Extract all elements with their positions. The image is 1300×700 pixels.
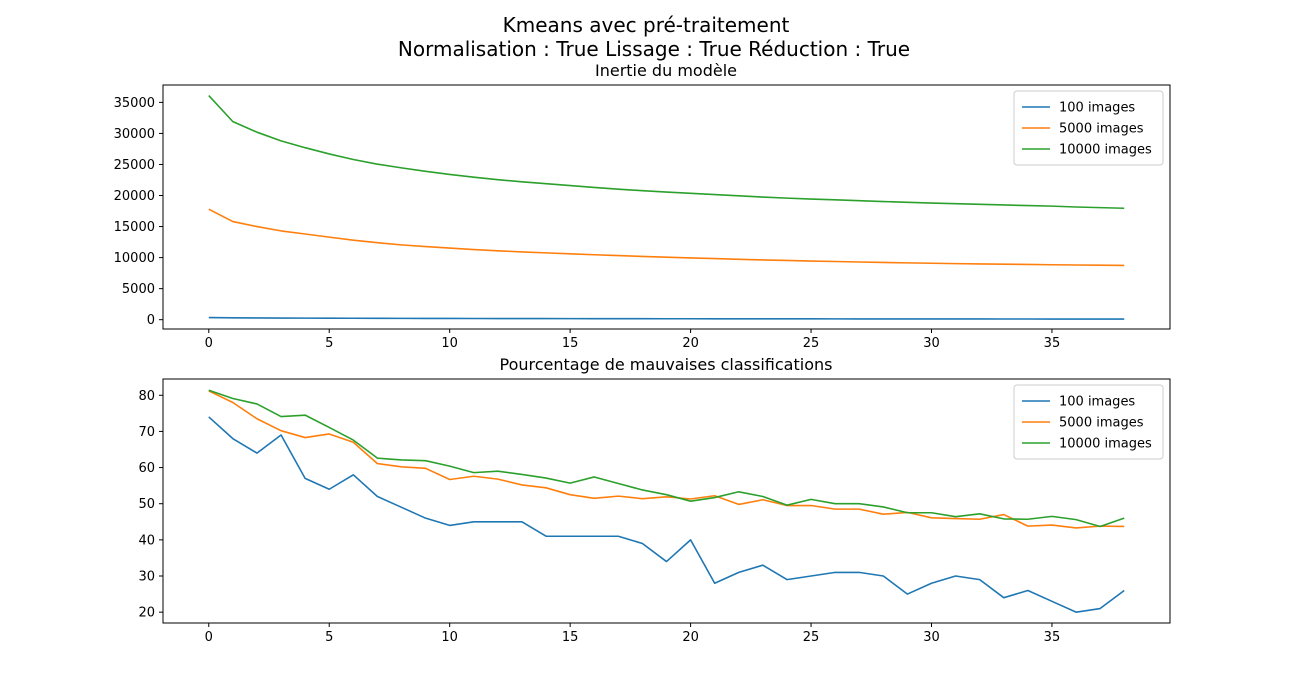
inertia-ytick-label: 25000 (114, 158, 155, 173)
figure-suptitle-line2: Normalisation : True Lissage : True Rédu… (398, 37, 910, 61)
misclassification-plot-area: 0 5 10 15 20 25 30 35 20 30 40 50 60 70 80 100 images 50… (138, 378, 1171, 645)
misclassification-legend-label: 10000 images (1059, 437, 1152, 452)
misclassification-series-line-10000-images (208, 389, 1125, 528)
misclassification-legend-label: 5000 images (1059, 416, 1144, 431)
inertia-ytick-label: 0 (147, 313, 155, 328)
inertia-plot-area: 0 5 10 15 20 25 30 35 0 5000 10000 15000 20000 25000 3… (114, 84, 1171, 351)
inertia-ytick-label: 30000 (114, 127, 155, 142)
misclassification-legend-box (1013, 384, 1164, 460)
misclassification-axes-frame (162, 378, 1171, 624)
inertia-series-line-100-images (208, 316, 1125, 320)
inertia-xtick-label: 20 (682, 336, 699, 351)
inertia-series-line-10000-images (208, 95, 1125, 210)
inertia-legend-label: 5000 images (1059, 122, 1144, 137)
misclassification-xtick-label: 10 (441, 630, 458, 645)
misclassification-ytick-label: 70 (138, 425, 155, 440)
misclassification-chart: Pourcentage de mauvaises classifications… (138, 355, 1171, 645)
misclassification-xtick-label: 0 (205, 630, 213, 645)
misclassification-legend: 100 images 5000 images 10000 images (1013, 384, 1164, 460)
inertia-series-line-5000-images (208, 208, 1125, 267)
misclassification-legend-label: 100 images (1059, 395, 1135, 410)
misclassification-xtick-label: 35 (1044, 630, 1061, 645)
inertia-ytick-label: 5000 (122, 282, 155, 297)
misclassification-xtick-label: 30 (923, 630, 940, 645)
misclassification-ytick-label: 50 (138, 497, 155, 512)
figure-suptitle-line1: Kmeans avec pré-traitement (503, 13, 790, 37)
inertia-chart: Inertie du modèle 0 5 10 15 20 25 30 35 0 5000 100… (114, 61, 1171, 351)
inertia-xtick-label: 35 (1044, 336, 1061, 351)
misclassification-series-line-5000-images (208, 390, 1125, 529)
misclassification-ytick-label: 80 (138, 389, 155, 404)
inertia-ytick-label: 35000 (114, 96, 155, 111)
misclassification-ytick-label: 60 (138, 461, 155, 476)
inertia-xtick-label: 30 (923, 336, 940, 351)
inertia-xtick-label: 25 (803, 336, 820, 351)
inertia-xtick-label: 10 (441, 336, 458, 351)
misclassification-ytick-label: 40 (138, 533, 155, 548)
inertia-xtick-label: 5 (325, 336, 333, 351)
inertia-legend: 100 images 5000 images 10000 images (1013, 90, 1164, 166)
misclassification-xtick-label: 5 (325, 630, 333, 645)
inertia-legend-label: 100 images (1059, 101, 1135, 116)
misclassification-xtick-label: 20 (682, 630, 699, 645)
inertia-legend-box (1013, 90, 1164, 166)
misclassification-ytick-label: 20 (138, 606, 155, 621)
inertia-ytick-label: 15000 (114, 220, 155, 235)
inertia-axes-frame (162, 84, 1171, 330)
misclassification-xtick-label: 15 (562, 630, 579, 645)
inertia-xtick-label: 15 (562, 336, 579, 351)
misclassification-xtick-label: 25 (803, 630, 820, 645)
inertia-chart-title: Inertie du modèle (595, 61, 737, 80)
inertia-xtick-label: 0 (205, 336, 213, 351)
inertia-ytick-label: 20000 (114, 189, 155, 204)
misclassification-chart-title: Pourcentage de mauvaises classifications (500, 355, 833, 374)
misclassification-series-line-100-images (208, 416, 1125, 613)
inertia-ytick-label: 10000 (114, 251, 155, 266)
misclassification-ytick-label: 30 (138, 570, 155, 585)
inertia-legend-label: 10000 images (1059, 143, 1152, 158)
